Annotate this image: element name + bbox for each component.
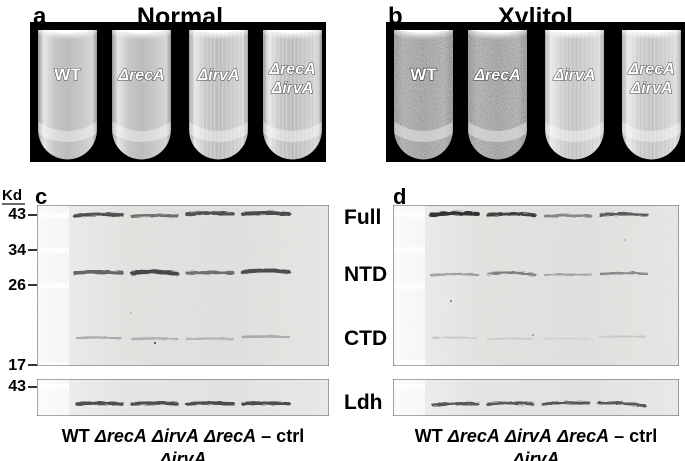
svg-text:ΔirvA: ΔirvA	[553, 67, 596, 84]
svg-text:WT: WT	[54, 65, 81, 84]
svg-text:ΔrecA: ΔrecA	[268, 61, 315, 78]
svg-text:ΔrecA: ΔrecA	[117, 67, 164, 84]
svg-text:ΔirvA: ΔirvA	[271, 80, 314, 97]
svg-text:WT: WT	[410, 65, 437, 84]
svg-text:ΔirvA: ΔirvA	[630, 80, 673, 97]
svg-text:ΔrecA: ΔrecA	[473, 67, 520, 84]
svg-text:ΔrecA: ΔrecA	[627, 61, 674, 78]
svg-text:ΔirvA: ΔirvA	[197, 67, 240, 84]
